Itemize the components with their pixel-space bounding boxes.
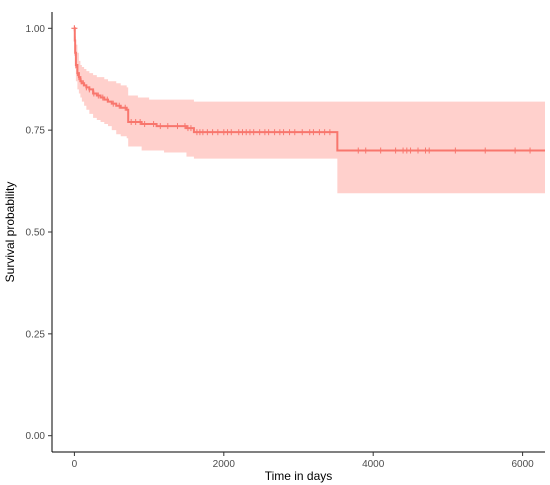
- confidence-band: [74, 28, 545, 194]
- y-tick-label: 0.25: [26, 329, 46, 340]
- x-axis-title: Time in days: [265, 469, 333, 483]
- x-tick-label: 6000: [511, 459, 534, 470]
- y-tick-label: 0.00: [26, 431, 46, 442]
- x-tick-label: 0: [72, 459, 78, 470]
- x-tick-label: 4000: [362, 459, 385, 470]
- y-tick-label: 1.00: [26, 24, 46, 35]
- y-tick-label: 0.75: [26, 126, 46, 137]
- y-tick-label: 0.50: [26, 228, 46, 239]
- x-tick-label: 2000: [213, 459, 236, 470]
- y-axis-title: Survival probability: [3, 182, 17, 283]
